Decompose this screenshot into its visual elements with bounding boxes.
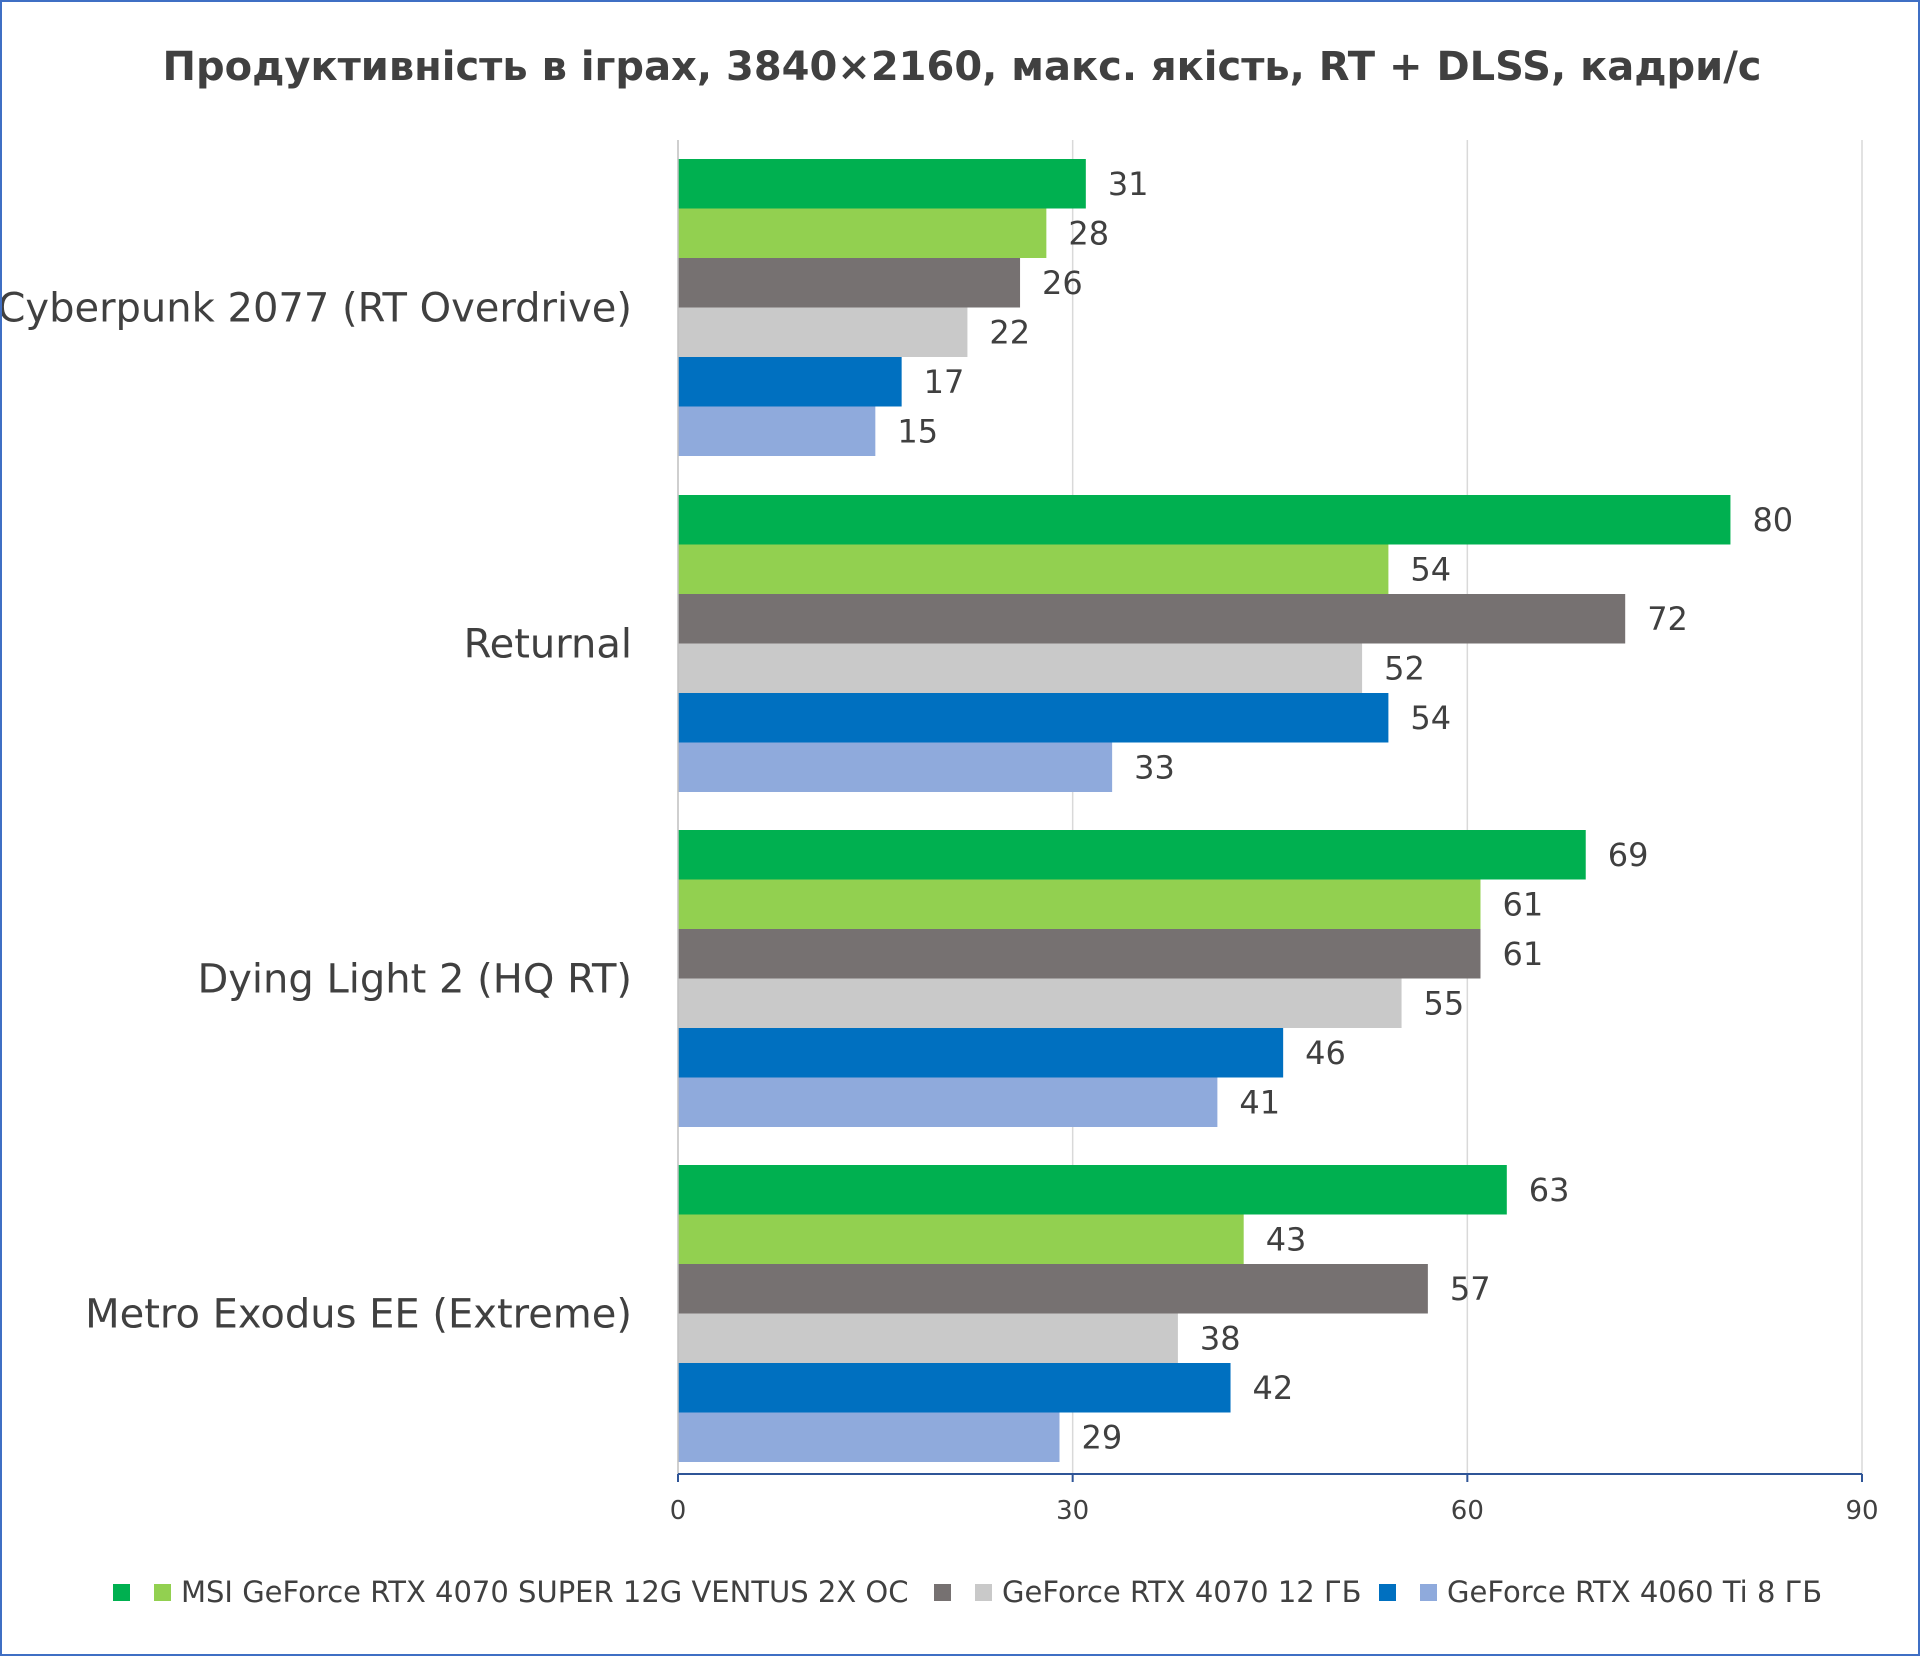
category-labels: Cyberpunk 2077 (RT Overdrive) Returnal Dyi… <box>2 286 632 1338</box>
bar-series4-cat4 <box>678 1313 1178 1363</box>
value-label-series4-cat2: 52 <box>1384 649 1425 687</box>
legend-swatch-3 <box>934 1584 951 1601</box>
legend-swatch-4 <box>975 1584 992 1601</box>
value-label-series6-cat1: 15 <box>897 412 938 450</box>
value-label-series4-cat4: 38 <box>1200 1319 1241 1357</box>
bar-series4-cat2 <box>678 643 1363 693</box>
x-tick-label-60: 60 <box>1451 1496 1484 1526</box>
bar-series2-cat2 <box>678 544 1389 594</box>
value-label-series3-cat2: 72 <box>1647 600 1688 638</box>
value-label-series1-cat3: 69 <box>1608 836 1649 874</box>
bar-series6-cat3 <box>678 1077 1218 1127</box>
value-label-series2-cat4: 43 <box>1266 1220 1307 1258</box>
value-label-series4-cat3: 55 <box>1424 984 1465 1022</box>
legend-label-2: MSI GeForce RTX 4070 SUPER 12G VENTUS 2X… <box>181 1575 909 1609</box>
bar-series3-cat1 <box>678 258 1021 308</box>
category-label-4: Metro Exodus EE (Extreme) <box>85 1292 632 1338</box>
bar-series6-cat4 <box>678 1412 1060 1462</box>
value-label-series6-cat3: 41 <box>1239 1083 1280 1121</box>
bar-series3-cat2 <box>678 594 1626 644</box>
bar-series6-cat1 <box>678 406 876 456</box>
value-label-series5-cat2: 54 <box>1410 699 1451 737</box>
bar-series1-cat2 <box>678 495 1731 545</box>
value-label-series3-cat4: 57 <box>1450 1270 1491 1308</box>
value-label-series2-cat1: 28 <box>1068 214 1109 252</box>
bar-series3-cat4 <box>678 1264 1428 1314</box>
bars <box>678 159 1731 1462</box>
bar-series1-cat3 <box>678 830 1586 880</box>
value-label-series1-cat2: 80 <box>1752 501 1793 539</box>
bar-series1-cat4 <box>678 1165 1507 1215</box>
x-tick-label-90: 90 <box>1845 1496 1878 1526</box>
bar-series3-cat3 <box>678 929 1481 979</box>
category-label-1: Cyberpunk 2077 (RT Overdrive) <box>2 286 632 332</box>
x-axis: 0 30 60 90 <box>670 140 1879 1526</box>
bar-series5-cat1 <box>678 357 902 407</box>
legend-label-6: GeForce RTX 4060 Ti 8 ГБ <box>1447 1575 1822 1609</box>
value-label-series5-cat1: 17 <box>924 363 965 401</box>
legend-swatch-5 <box>1379 1584 1396 1601</box>
x-tick-label-0: 0 <box>670 1496 687 1526</box>
value-label-series2-cat2: 54 <box>1410 550 1451 588</box>
value-label-series2-cat3: 61 <box>1502 885 1543 923</box>
value-label-series5-cat4: 42 <box>1253 1369 1294 1407</box>
legend-swatch-1 <box>113 1584 130 1601</box>
legend-label-4: GeForce RTX 4070 12 ГБ <box>1002 1575 1362 1609</box>
bar-series4-cat1 <box>678 307 968 357</box>
bar-series4-cat3 <box>678 978 1402 1028</box>
x-tick-label-30: 30 <box>1056 1496 1089 1526</box>
value-label-series1-cat4: 63 <box>1529 1171 1570 1209</box>
bar-series1-cat1 <box>678 159 1086 209</box>
value-label-series3-cat1: 26 <box>1042 264 1083 302</box>
bar-series6-cat2 <box>678 742 1113 792</box>
legend-swatch-2 <box>154 1584 171 1601</box>
value-label-series5-cat3: 46 <box>1305 1034 1346 1072</box>
value-label-series3-cat3: 61 <box>1502 935 1543 973</box>
value-labels: 31 80 69 63 28 54 61 43 26 72 61 57 22 52 55 38 17 54 46 42… <box>897 165 1793 1457</box>
bar-series2-cat4 <box>678 1214 1244 1264</box>
bar-series2-cat3 <box>678 879 1481 929</box>
category-label-2: Returnal <box>464 622 632 668</box>
value-label-series6-cat4: 29 <box>1082 1418 1123 1456</box>
legend-swatch-6 <box>1420 1584 1437 1601</box>
bar-series5-cat4 <box>678 1363 1231 1413</box>
bar-series5-cat2 <box>678 693 1389 743</box>
category-label-3: Dying Light 2 (HQ RT) <box>197 957 632 1003</box>
bar-series5-cat3 <box>678 1028 1284 1078</box>
legend: MSI GeForce RTX 4070 SUPER 12G VENTUS 2X… <box>113 1575 1822 1609</box>
value-label-series1-cat1: 31 <box>1108 165 1149 203</box>
bar-series2-cat1 <box>678 208 1047 258</box>
value-label-series4-cat1: 22 <box>989 313 1030 351</box>
value-label-series6-cat2: 33 <box>1134 748 1175 786</box>
chart-title: Продуктивність в іграх, 3840×2160, макс.… <box>162 44 1761 90</box>
